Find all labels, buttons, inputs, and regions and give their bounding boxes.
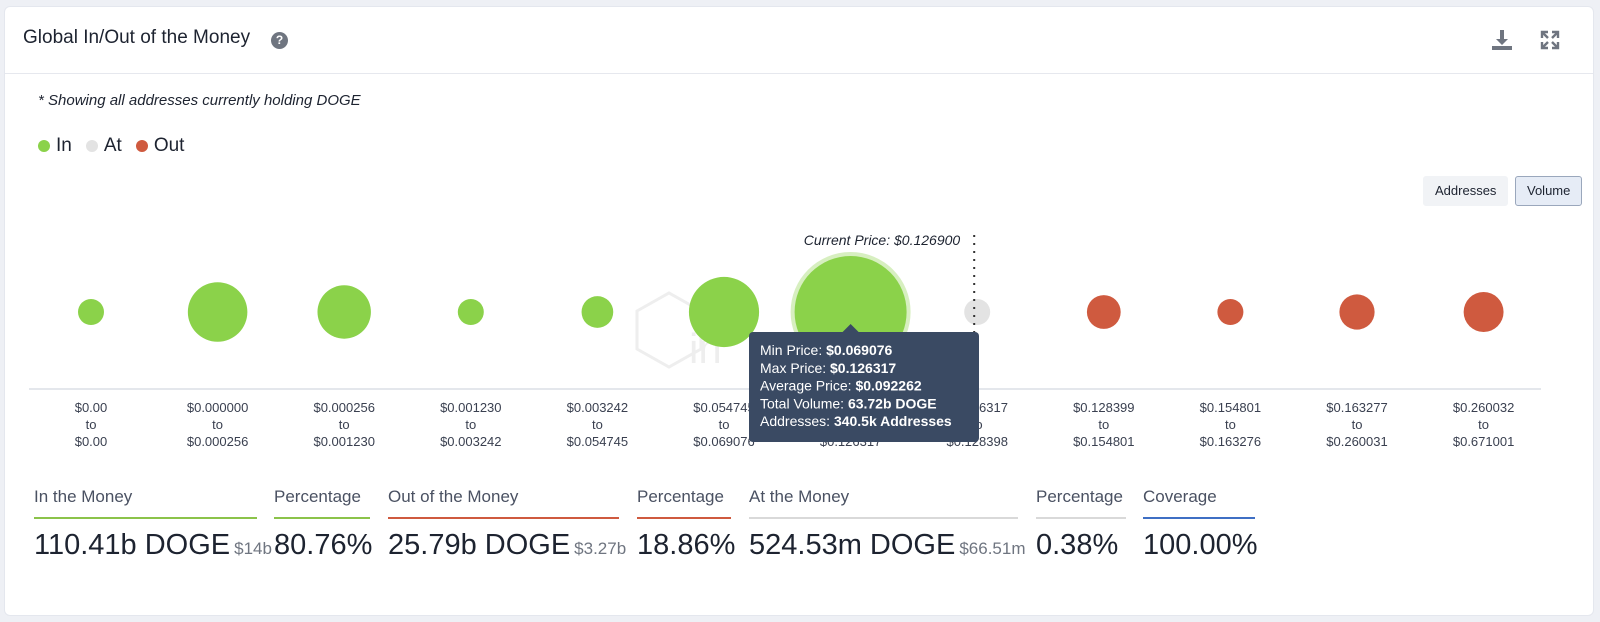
x-tick-label: to — [465, 417, 476, 432]
bubble-6 — [688, 276, 760, 348]
x-tick-label: $0.000256 — [187, 434, 248, 449]
bubble-1 — [78, 299, 104, 325]
bubble-2 — [187, 282, 248, 342]
x-tick-label: to — [1225, 417, 1236, 432]
x-tick-label: $0.003242 — [567, 400, 628, 415]
stat-6: Percentage 0.38% — [1036, 487, 1126, 562]
x-tick-label: $0.154801 — [1200, 400, 1261, 415]
x-tick-label: $0.260032 — [1453, 400, 1514, 415]
x-tick-label: $0.671001 — [1453, 434, 1514, 449]
x-tick-label: to — [1478, 417, 1489, 432]
tooltip-row: Min Price: $0.069076 — [760, 342, 893, 358]
stat-sub-value: $66.51m — [959, 539, 1026, 558]
tooltip-row: Total Volume: 63.72b DOGE — [760, 395, 937, 411]
holding-note: * Showing all addresses currently holdin… — [38, 92, 361, 109]
tooltip-box — [749, 332, 979, 442]
bubble-9 — [1086, 295, 1121, 329]
bubble-11 — [1339, 294, 1375, 330]
chart-card: Global In/Out of the Money ? * Showing a… — [4, 6, 1594, 616]
tooltip-arrow — [841, 324, 860, 333]
stat-5: At the Money 524.53m DOGE $66.51m — [749, 487, 1026, 562]
x-tick-label: to — [212, 417, 223, 432]
stat-value: 18.86% — [637, 529, 736, 561]
x-tick-label: $0.260031 — [1326, 434, 1387, 449]
x-tick-label: to — [592, 417, 603, 432]
stat-value: 80.76% — [274, 529, 373, 561]
help-icon[interactable]: ? — [271, 32, 288, 49]
tooltip: Min Price: $0.069076 Max Price: $0.126317… — [749, 324, 979, 442]
x-tick-label: to — [339, 417, 350, 432]
bubble-12 — [1463, 292, 1504, 332]
x-tick-label: to — [719, 417, 730, 432]
stat-label: Percentage — [637, 487, 731, 519]
x-tick-label: to — [86, 417, 97, 432]
x-tick-label: $0.054745 — [693, 400, 754, 415]
legend-at-label: At — [103, 135, 122, 156]
x-tick-label: to — [1352, 417, 1363, 432]
x-tick-label: $0.00 — [75, 434, 108, 449]
x-tick-label: $0.001230 — [313, 434, 374, 449]
x-tick-label: $0.163276 — [1200, 434, 1261, 449]
legend-out-dot — [135, 140, 148, 152]
bubble-10 — [1217, 299, 1244, 325]
watermark-hexagon — [635, 291, 703, 369]
stat-label: In the Money — [34, 487, 257, 519]
download-icon[interactable] — [1489, 27, 1515, 53]
x-tick-label: to — [1098, 417, 1109, 432]
stat-label: At the Money — [749, 487, 1018, 519]
bubble-8 — [964, 299, 991, 325]
x-tick-label: $0.154801 — [1073, 434, 1134, 449]
legend-in-label: In — [56, 135, 72, 156]
stat-label: Out of the Money — [388, 487, 619, 519]
stat-value: 524.53m DOGE $66.51m — [749, 529, 1026, 561]
stat-value: 25.79b DOGE $3.27b — [388, 529, 627, 561]
stat-label: Percentage — [1036, 487, 1126, 519]
x-tick-label: $0.128399 — [1073, 400, 1134, 415]
legend-out-label: Out — [153, 135, 185, 156]
page-title: Global In/Out of the Money — [23, 27, 251, 48]
x-tick-label: $0.001230 — [440, 400, 501, 415]
bubble-5 — [581, 296, 614, 328]
volume-toggle-button[interactable]: Volume — [1515, 176, 1583, 206]
x-tick-label: $0.163277 — [1326, 400, 1387, 415]
tooltip-row: Max Price: $0.126317 — [760, 360, 896, 376]
stat-sub-value: $3.27b — [574, 539, 627, 558]
stat-4: Percentage 18.86% — [637, 487, 735, 562]
stat-label: Coverage — [1143, 487, 1255, 519]
x-tick-label: $0.000256 — [313, 400, 374, 415]
stat-1: In the Money 110.41b DOGE $14b — [34, 487, 272, 562]
x-tick-label: $0.054745 — [567, 434, 628, 449]
card-header: Global In/Out of the Money ? — [5, 7, 1593, 74]
legend: In At Out — [38, 135, 184, 157]
tooltip-row: Addresses: 340.5k Addresses — [760, 413, 952, 429]
addresses-toggle-button[interactable]: Addresses — [1423, 176, 1509, 206]
stat-value: 0.38% — [1036, 529, 1119, 561]
stat-sub-value: $14b — [234, 539, 272, 558]
stat-2: Percentage 80.76% — [274, 487, 372, 562]
x-tick-label: $0.000000 — [187, 400, 248, 415]
current-price-label: Current Price: $0.126900 — [804, 232, 961, 248]
stat-3: Out of the Money 25.79b DOGE $3.27b — [388, 487, 626, 562]
bubble-4 — [457, 299, 484, 325]
legend-item-in[interactable]: In — [38, 135, 72, 157]
stat-value: 100.00% — [1143, 529, 1258, 561]
stat-value: 110.41b DOGE $14b — [34, 529, 272, 561]
x-tick-label: $0.003242 — [440, 434, 501, 449]
expand-icon[interactable] — [1537, 27, 1563, 53]
legend-in-dot — [38, 140, 50, 152]
stat-label: Percentage — [274, 487, 370, 519]
legend-item-out[interactable]: Out — [135, 135, 185, 157]
x-tick-label: $0.00 — [75, 400, 108, 415]
x-tick-label: $0.069076 — [693, 434, 754, 449]
legend-item-at[interactable]: At — [85, 135, 122, 157]
stat-7: Coverage 100.00% — [1143, 487, 1258, 562]
tooltip-row: Average Price: $0.092262 — [760, 378, 922, 394]
bubble-3 — [317, 285, 371, 339]
legend-at-dot — [85, 140, 98, 152]
